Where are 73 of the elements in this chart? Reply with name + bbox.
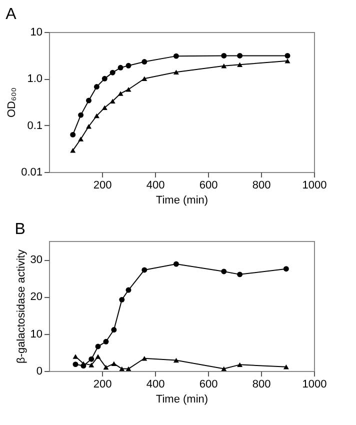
point [119,296,125,302]
point [88,362,94,368]
point [142,59,148,65]
x-tick-label: 200 [93,378,112,390]
x-tick-label: 600 [199,180,218,192]
point [88,356,94,362]
point [70,132,76,138]
point [142,267,148,273]
point [118,91,124,96]
point [284,58,290,64]
point [237,53,243,58]
y-tick-label: 1.0 [27,73,42,86]
point [86,124,92,129]
x-tick-label: 1000 [302,378,327,390]
chart-title: A [6,6,17,23]
point [173,70,179,75]
x-tick-label: 200 [93,180,112,192]
y-tick-label: 30 [30,254,42,266]
point [126,287,132,293]
point [221,53,227,58]
point [284,53,290,58]
point [95,344,101,350]
x-tick-label: 1000 [302,180,327,192]
point [78,112,84,118]
point [111,327,117,333]
point [237,362,243,368]
point [126,62,132,68]
point [173,261,179,267]
chart-title: B [14,221,26,238]
point [102,105,108,110]
point [103,338,109,344]
point [126,366,132,371]
point [72,362,78,368]
point [78,136,84,142]
point [142,76,148,82]
y-tick-label: 20 [30,291,42,304]
point [173,53,179,59]
point [221,366,227,371]
point [102,76,108,82]
x-tick-label: 600 [199,378,218,390]
y-tick-label: 0.01 [21,166,42,178]
point [173,358,179,363]
point [70,148,76,153]
point [118,64,124,70]
x-tick-label: 400 [146,378,165,390]
y-tick-label: 10 [30,26,42,38]
point [142,356,148,361]
y-axis-title: OD₆₀₀ [6,87,18,118]
point [103,364,109,370]
point [86,98,92,104]
point [283,266,289,272]
x-tick-label: 800 [252,378,271,390]
point [221,64,227,68]
point [119,366,125,371]
point [94,113,100,118]
point [111,361,117,366]
x-axis-title: Time (min) [156,194,208,206]
y-axis-title: β-galactosidase activity [15,249,28,364]
point [283,364,289,370]
point [237,62,243,67]
point [72,354,78,359]
point [221,268,227,274]
y-tick-label: 10 [30,328,42,340]
x-tick-label: 400 [146,180,165,192]
point [110,70,116,76]
point [237,272,243,278]
point [95,354,101,359]
y-tick-label: 0 [36,366,42,378]
x-tick-label: 800 [252,180,271,192]
y-tick-label: 0.1 [27,120,42,132]
x-axis-title: Time (min) [156,394,208,406]
point [94,84,100,90]
point [80,361,86,366]
